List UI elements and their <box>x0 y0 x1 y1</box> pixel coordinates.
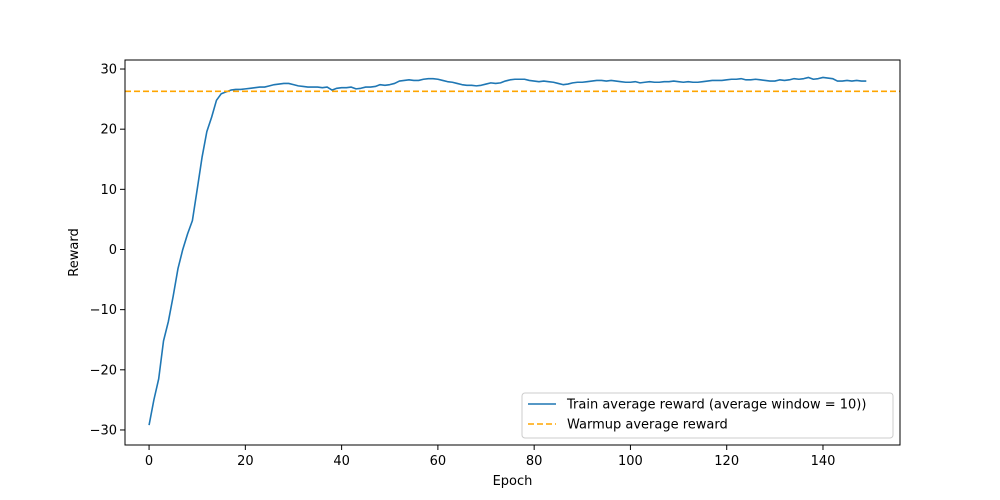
series-group <box>125 76 900 426</box>
plot-area <box>125 76 900 426</box>
y-tick-label: 30 <box>100 63 117 78</box>
x-tick-label: 80 <box>526 454 543 469</box>
axes-frame <box>124 59 901 446</box>
y-tick-label: 0 <box>109 243 117 258</box>
y-tick-label: −30 <box>90 423 117 438</box>
x-tick-label: 140 <box>811 454 836 469</box>
x-axis-title: Epoch <box>493 474 533 489</box>
axes: 0 20 40 60 80 100 120 140 −30 −20 −10 0 10 20 30 <box>90 59 901 469</box>
y-tick-label: 10 <box>100 183 117 198</box>
y-tick-label: 20 <box>100 123 117 138</box>
legend-label: Warmup average reward <box>567 418 728 433</box>
legend-box <box>521 392 894 439</box>
y-tick-label: −10 <box>90 303 117 318</box>
x-tick-label: 100 <box>618 454 643 469</box>
y-tick-label: −20 <box>90 363 117 378</box>
legend-label: Train average reward (average window = 1… <box>566 398 866 413</box>
train-reward-line <box>148 76 867 426</box>
x-tick-label: 20 <box>237 454 254 469</box>
x-tick-label: 60 <box>430 454 447 469</box>
x-tick-label: 0 <box>145 454 153 469</box>
legend: Train average reward (average window = 1… <box>521 392 894 439</box>
x-tick-label: 40 <box>333 454 350 469</box>
x-tick-label: 120 <box>714 454 739 469</box>
y-axis-title: Reward <box>67 228 82 276</box>
